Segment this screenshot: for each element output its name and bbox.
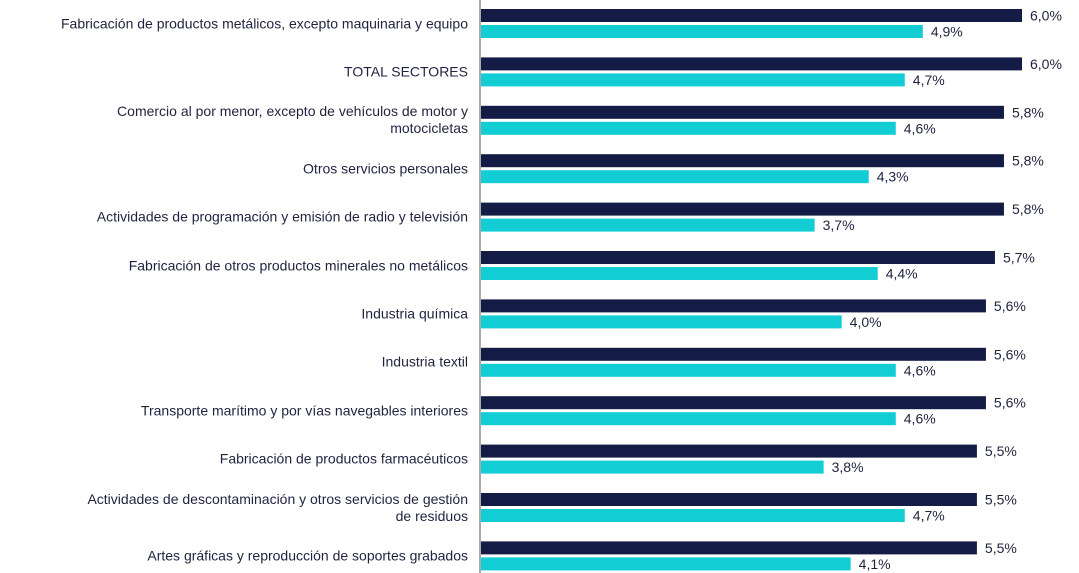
value-label-series-1-7: 5,6% <box>994 298 1026 314</box>
value-label-series-1-1: 6,0% <box>1030 8 1062 24</box>
bar-series-1-6 <box>481 251 995 264</box>
category-label: Actividades de descontaminación y otros … <box>0 491 468 525</box>
bar-series-1-9 <box>481 396 986 410</box>
category-label-line: Actividades de programación y emisión de… <box>96 208 468 225</box>
category-label: Comercio al por menor, excepto de vehícu… <box>0 103 468 137</box>
value-label-series-1-6: 5,7% <box>1003 250 1035 266</box>
category-label-line: Industria química <box>361 305 468 322</box>
bar-series-2-8 <box>481 363 896 377</box>
value-label-series-2-8: 4,6% <box>904 362 936 378</box>
value-label-series-2-11: 4,7% <box>913 508 945 524</box>
value-label-series-1-11: 5,5% <box>985 492 1017 508</box>
value-label-series-2-3: 4,6% <box>904 120 936 136</box>
bar-series-1-11 <box>481 493 977 506</box>
value-label-series-2-6: 4,4% <box>886 266 918 282</box>
value-label-series-1-5: 5,8% <box>1012 201 1044 217</box>
bar-series-2-7 <box>481 315 842 329</box>
value-label-series-2-12: 4,1% <box>859 556 891 572</box>
bar-series-2-1 <box>481 25 923 38</box>
value-label-series-1-3: 5,8% <box>1012 104 1044 120</box>
category-label: Otros servicios personales <box>0 160 468 177</box>
value-label-series-1-9: 5,6% <box>994 395 1026 411</box>
value-label-series-1-10: 5,5% <box>985 443 1017 459</box>
bar-series-1-4 <box>481 154 1004 168</box>
category-label-line: Transporte marítimo y por vías navegable… <box>140 402 468 419</box>
category-label-line: Comercio al por menor, excepto de vehícu… <box>117 103 468 120</box>
bar-series-1-7 <box>481 299 986 313</box>
value-label-series-1-2: 6,0% <box>1030 56 1062 72</box>
category-label-line: motocicletas <box>390 120 468 137</box>
bar-series-2-10 <box>481 460 824 474</box>
bar-series-2-4 <box>481 170 869 184</box>
category-label-line: Industria textil <box>381 353 468 370</box>
value-label-series-2-4: 4,3% <box>877 169 909 185</box>
value-label-series-2-5: 3,7% <box>823 217 855 233</box>
category-label: Artes gráficas y reproducción de soporte… <box>0 547 468 564</box>
bar-series-2-5 <box>481 218 815 232</box>
value-label-series-2-1: 4,9% <box>931 24 963 40</box>
bar-series-1-2 <box>481 57 1022 71</box>
category-label-line: Fabricación de productos metálicos, exce… <box>60 15 468 31</box>
bar-series-2-12 <box>481 557 851 571</box>
category-label: Fabricación de otros productos minerales… <box>0 257 468 274</box>
bar-series-1-8 <box>481 347 986 361</box>
value-label-series-2-2: 4,7% <box>913 72 945 88</box>
value-label-series-2-9: 4,6% <box>904 411 936 427</box>
category-label-line: Fabricación de productos farmacéuticos <box>219 450 468 467</box>
value-label-series-1-4: 5,8% <box>1012 153 1044 169</box>
category-label: Fabricación de productos farmacéuticos <box>0 451 468 468</box>
bar-series-2-3 <box>481 121 896 135</box>
category-label-line: Artes gráficas y reproducción de soporte… <box>147 547 468 564</box>
bars-group <box>481 9 1022 571</box>
bar-series-1-12 <box>481 541 977 555</box>
category-label: Fabricación de productos metálicos, exce… <box>0 15 468 32</box>
category-label-line: TOTAL SECTORES <box>344 63 468 80</box>
value-label-series-2-7: 4,0% <box>850 314 882 330</box>
category-label: Industria textil <box>0 354 468 371</box>
category-label: Transporte marítimo y por vías navegable… <box>0 402 468 419</box>
category-label: TOTAL SECTORES <box>0 63 468 80</box>
bar-series-1-5 <box>481 202 1004 216</box>
bar-series-2-6 <box>481 267 878 280</box>
bar-series-2-9 <box>481 412 896 426</box>
bar-series-1-10 <box>481 444 977 458</box>
category-label: Industria química <box>0 305 468 322</box>
category-label-line: Actividades de descontaminación y otros … <box>87 490 468 507</box>
bar-series-2-2 <box>481 73 905 87</box>
bar-series-1-3 <box>481 105 1004 119</box>
bar-series-2-11 <box>481 509 905 522</box>
value-label-series-2-10: 3,8% <box>832 459 864 475</box>
category-label: Actividades de programación y emisión de… <box>0 209 468 226</box>
category-label-line: Fabricación de otros productos minerales… <box>128 257 468 273</box>
category-label-line: Otros servicios personales <box>303 160 468 177</box>
value-labels-group: 6,0% 4,9% 6,0% 4,7% 5,8% 4,6% 5,8% 4,3% 5,8% 3,7%… <box>823 8 1062 572</box>
category-label-line: de residuos <box>395 507 468 524</box>
value-label-series-1-8: 5,6% <box>994 346 1026 362</box>
value-label-series-1-12: 5,5% <box>985 540 1017 556</box>
bar-series-1-1 <box>481 9 1022 22</box>
